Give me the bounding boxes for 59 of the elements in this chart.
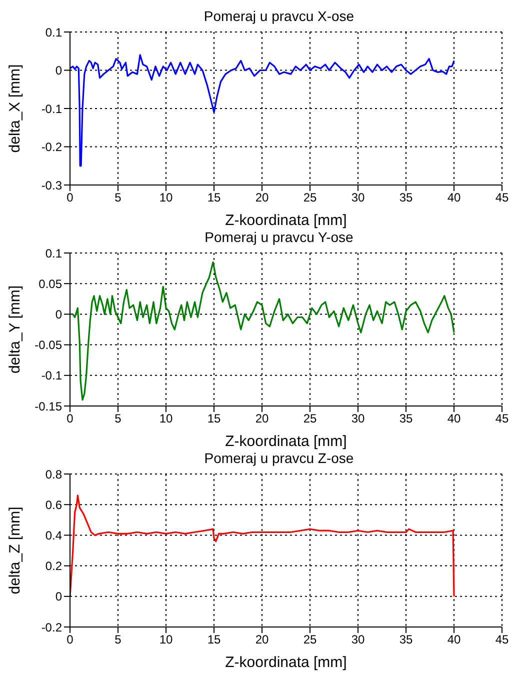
y-tick-label: -0.05 bbox=[34, 338, 62, 352]
x-tick-label: 25 bbox=[303, 412, 317, 426]
x-tick-label: 5 bbox=[114, 190, 122, 205]
x-tick-label: 0 bbox=[66, 412, 74, 426]
y-axis-title: delta_Y [mm] bbox=[6, 285, 24, 374]
x-tick-label: 10 bbox=[159, 190, 173, 205]
x-tick-label: 30 bbox=[351, 190, 365, 205]
x-tick-label: 5 bbox=[114, 632, 122, 647]
y-tick-label: 0.8 bbox=[45, 467, 62, 482]
y-tick-label: -0.2 bbox=[41, 140, 62, 154]
x-tick-label: 30 bbox=[351, 412, 365, 426]
y-tick-label: 0 bbox=[55, 64, 62, 78]
x-tick-label: 45 bbox=[495, 412, 509, 426]
x-tick-label: 35 bbox=[399, 190, 413, 205]
y-tick-label: 0.05 bbox=[38, 276, 62, 291]
x-tick-label: 40 bbox=[447, 190, 461, 205]
x-tick-label: 15 bbox=[207, 412, 221, 426]
y-tick-label: 0.1 bbox=[45, 246, 62, 260]
x-tick-label: 10 bbox=[159, 632, 173, 647]
x-tick-label: 45 bbox=[495, 632, 509, 647]
y-tick-label: -0.1 bbox=[41, 102, 62, 116]
x-tick-label: 30 bbox=[351, 632, 365, 647]
x-tick-label: 0 bbox=[66, 190, 74, 205]
x-tick-label: 35 bbox=[399, 412, 413, 426]
x-axis-title: Z-koordinata [mm] bbox=[225, 212, 347, 229]
x-tick-label: 10 bbox=[159, 412, 173, 426]
y-axis-title: delta_X [mm] bbox=[6, 64, 24, 153]
x-tick-label: 5 bbox=[114, 412, 122, 426]
y-tick-label: -0.1 bbox=[41, 368, 62, 383]
x-tick-label: 40 bbox=[447, 412, 461, 426]
chart-title: Pomeraj u pravcu X-ose bbox=[202, 8, 356, 26]
chart-title: Pomeraj u pravcu Y-ose bbox=[204, 229, 354, 247]
line-series bbox=[70, 494, 455, 598]
x-axis-title: Z-koordinata [mm] bbox=[225, 433, 347, 450]
y-axis-title: delta_Z [mm] bbox=[6, 506, 24, 594]
x-tick-label: 20 bbox=[255, 190, 269, 205]
y-tick-label: 0 bbox=[55, 307, 62, 322]
x-tick-label: 45 bbox=[495, 190, 509, 205]
y-tick-label: 0 bbox=[55, 590, 62, 604]
y-tick-label: -0.3 bbox=[41, 178, 62, 192]
y-tick-label: 0.4 bbox=[45, 528, 62, 542]
x-axis-title: Z-koordinata [mm] bbox=[225, 654, 347, 671]
x-tick-label: 15 bbox=[207, 190, 221, 205]
x-tick-label: 0 bbox=[66, 632, 74, 647]
y-tick-label: 0.2 bbox=[45, 559, 62, 574]
x-tick-label: 20 bbox=[255, 632, 269, 647]
line-series bbox=[70, 54, 455, 167]
x-tick-label: 20 bbox=[255, 412, 269, 426]
y-tick-label: -0.15 bbox=[34, 399, 62, 414]
x-tick-label: 25 bbox=[303, 190, 317, 205]
y-tick-label: -0.2 bbox=[41, 620, 62, 634]
x-tick-label: 25 bbox=[303, 632, 317, 647]
x-tick-label: 35 bbox=[399, 632, 413, 647]
y-tick-label: 0.1 bbox=[45, 25, 62, 40]
line-series bbox=[70, 261, 455, 401]
chart-title: Pomeraj u pravcu Z-ose bbox=[203, 450, 355, 468]
y-tick-label: 0.6 bbox=[45, 498, 62, 512]
x-tick-label: 40 bbox=[447, 632, 461, 647]
x-tick-label: 15 bbox=[207, 632, 221, 647]
